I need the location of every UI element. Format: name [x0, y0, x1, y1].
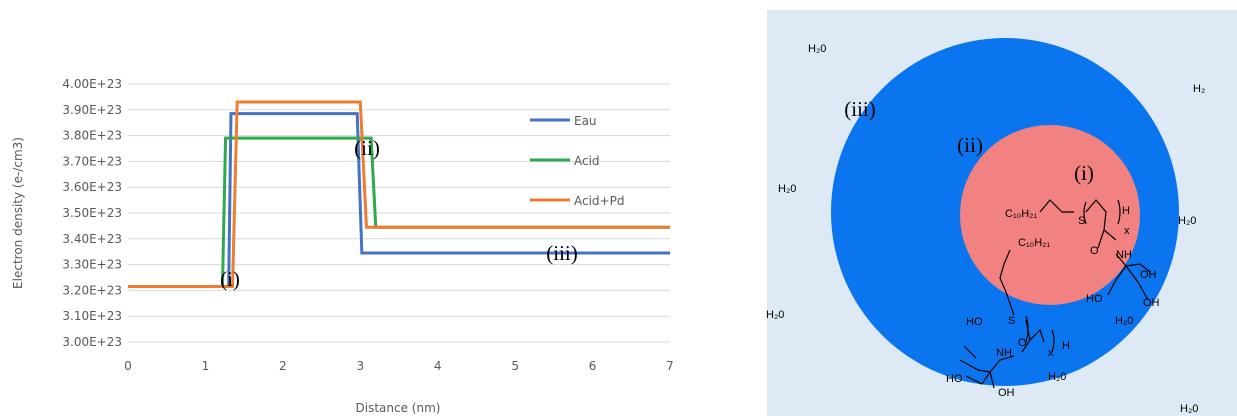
- chem-label: H₂: [1193, 83, 1205, 95]
- page: 3.00E+23 3.10E+23 3.20E+23 3.30E+23 3.40E+23…: [0, 0, 1237, 416]
- chem-label: O: [1018, 337, 1027, 349]
- chem-label: HO: [966, 316, 983, 328]
- chem-label: H₂0: [1180, 403, 1198, 415]
- chem-label: H₂0: [1178, 215, 1196, 227]
- y-tick-label: 4.00E+23: [62, 77, 122, 91]
- chem-label: H₂0: [778, 183, 796, 195]
- chem-label: HO: [946, 373, 963, 385]
- y-tick-label: 3.00E+23: [62, 335, 122, 349]
- annotation: (iii): [546, 241, 578, 265]
- x-tick-label: 0: [124, 359, 132, 373]
- annotation: (i): [220, 267, 240, 291]
- y-axis-title: Electron density (e-/cm3): [11, 137, 25, 289]
- chem-label: O: [1090, 245, 1099, 257]
- chem-label: C₁₀H₂₁: [1005, 208, 1037, 220]
- x-axis-title: Distance (nm): [356, 401, 441, 415]
- x-tick-label: 1: [202, 359, 210, 373]
- core-ii: [960, 125, 1140, 305]
- chem-label: OH: [998, 387, 1015, 399]
- figure: 3.00E+23 3.10E+23 3.20E+23 3.30E+23 3.40E+23…: [0, 0, 1237, 416]
- chem-label: HO: [1086, 293, 1103, 305]
- x-tick-label: 5: [511, 359, 519, 373]
- chem-label: C₁₀H₂₁: [1018, 237, 1050, 249]
- region-label: (i): [1074, 161, 1094, 185]
- region-label: (iii): [844, 97, 876, 121]
- x-tick-label: 7: [666, 359, 674, 373]
- y-tick-label: 3.80E+23: [62, 129, 122, 143]
- chem-label: S: [1078, 215, 1085, 227]
- chem-label: H₂0: [1115, 315, 1133, 327]
- y-tick-label: 3.50E+23: [62, 206, 122, 220]
- chem-label: H: [1062, 340, 1070, 352]
- region-label: (ii): [957, 133, 983, 157]
- y-tick-label: 3.40E+23: [62, 232, 122, 246]
- y-tick-label: 3.60E+23: [62, 180, 122, 194]
- chem-label: H: [1122, 205, 1130, 217]
- x-tick-label: 3: [356, 359, 364, 373]
- chem-label: x: [1048, 347, 1054, 359]
- y-tick-label: 3.90E+23: [62, 103, 122, 117]
- y-tick-label: 3.20E+23: [62, 283, 122, 297]
- chem-label: x: [1124, 225, 1130, 237]
- chem-label: S: [1008, 315, 1015, 327]
- chem-label: H₂0: [1048, 371, 1066, 383]
- y-tick-label: 3.10E+23: [62, 309, 122, 323]
- chem-label: OH: [1140, 269, 1157, 281]
- chem-label: NH: [996, 347, 1012, 359]
- x-tick-label: 6: [589, 359, 597, 373]
- x-tick-label: 4: [434, 359, 442, 373]
- chem-label: OH: [1143, 297, 1160, 309]
- y-tick-label: 3.70E+23: [62, 154, 122, 168]
- chem-label: H₂0: [766, 309, 784, 321]
- y-tick-label: 3.30E+23: [62, 258, 122, 272]
- legend-label: Acid+Pd: [574, 194, 624, 208]
- legend-label: Eau: [574, 114, 597, 128]
- chem-label: NH: [1116, 249, 1132, 261]
- chem-label: H₂0: [808, 43, 826, 55]
- x-tick-label: 2: [279, 359, 287, 373]
- annotation: (ii): [354, 136, 380, 160]
- legend-label: Acid: [574, 154, 600, 168]
